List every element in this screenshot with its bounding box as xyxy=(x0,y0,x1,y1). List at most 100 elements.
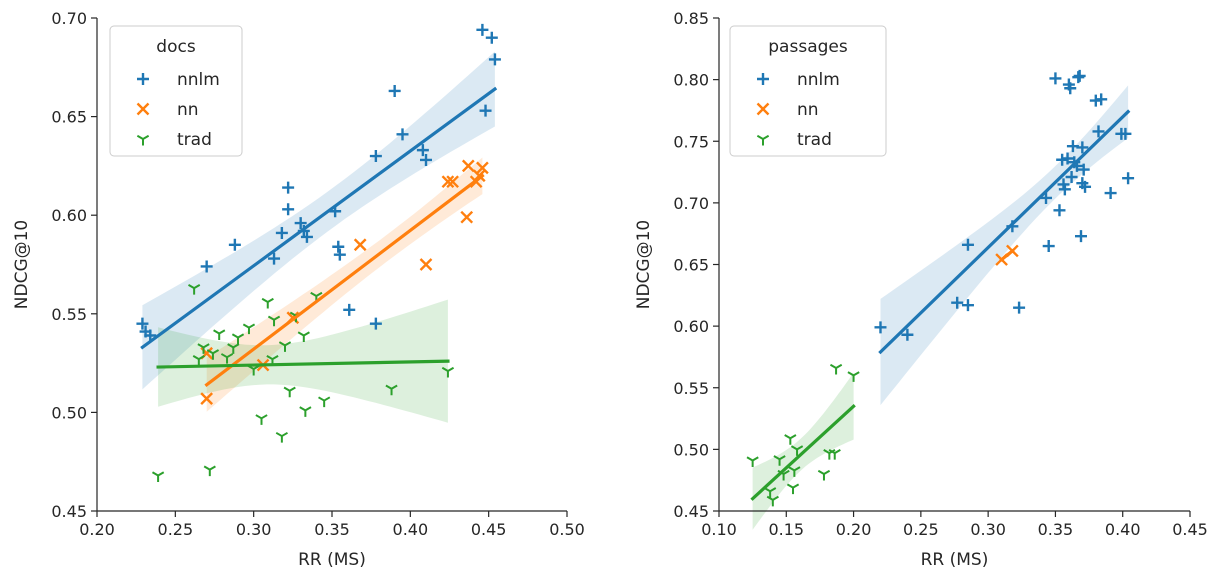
legend-title: passages xyxy=(768,37,848,57)
data-point-nnlm xyxy=(1095,93,1108,106)
data-point-nnlm xyxy=(1065,170,1078,183)
data-point-nnlm xyxy=(343,303,356,316)
data-point-nnlm xyxy=(369,317,382,330)
y-tick-label: 0.70 xyxy=(673,194,709,213)
data-point-nnlm xyxy=(1013,301,1026,314)
data-point-nnlm xyxy=(1049,72,1062,85)
data-point-nnlm xyxy=(1077,163,1090,176)
y-tick-label: 0.50 xyxy=(51,403,87,422)
regression-line-trad xyxy=(156,359,450,369)
data-point-nnlm xyxy=(200,260,213,273)
data-point-trad xyxy=(773,455,786,466)
data-point-nnlm xyxy=(369,150,382,163)
y-tick-label: 0.85 xyxy=(673,9,709,28)
data-point-nn xyxy=(353,238,367,252)
x-tick-label: 0.45 xyxy=(1172,520,1208,539)
data-point-trad xyxy=(203,465,216,477)
regression-line-nnlm xyxy=(140,86,498,350)
regression-line-trad xyxy=(750,403,856,501)
data-point-trad xyxy=(297,331,310,342)
y-tick-label: 0.55 xyxy=(51,305,87,324)
x-tick-label: 0.15 xyxy=(768,520,804,539)
x-tick-label: 0.25 xyxy=(903,520,939,539)
legend-marker-trad xyxy=(756,134,770,146)
x-tick-label: 0.20 xyxy=(79,520,115,539)
data-point-nnlm xyxy=(1079,180,1092,193)
y-axis-label: NDCG@10 xyxy=(634,220,654,309)
data-point-nnlm xyxy=(282,181,295,194)
legend-title: docs xyxy=(156,37,196,57)
data-point-nnlm xyxy=(485,31,498,44)
data-point-nn xyxy=(419,258,433,271)
y-tick-label: 0.65 xyxy=(51,108,87,127)
legend-frame xyxy=(109,25,243,157)
y-tick-label: 0.60 xyxy=(673,317,709,336)
x-tick-label: 0.45 xyxy=(471,520,507,539)
legend: passages nnlm nn trad xyxy=(729,25,887,157)
confidence-band-nnlm xyxy=(880,85,1129,406)
data-point-trad xyxy=(786,483,800,495)
x-axis-label: RR (MS) xyxy=(298,550,366,570)
data-point-nnlm xyxy=(136,317,149,330)
data-point-nnlm xyxy=(282,203,295,216)
data-point-trad xyxy=(220,353,234,364)
data-point-nnlm xyxy=(1053,204,1066,217)
data-point-trad xyxy=(788,466,801,477)
data-point-nnlm xyxy=(1075,230,1087,243)
data-point-nnlm xyxy=(228,238,241,251)
data-point-trad xyxy=(784,434,797,445)
data-point-nnlm xyxy=(1073,69,1086,82)
data-point-nnlm xyxy=(294,217,307,230)
data-point-trad xyxy=(192,355,205,366)
data-point-nnlm xyxy=(1064,82,1077,95)
data-point-nnlm xyxy=(1056,153,1069,166)
confidence-band-nn xyxy=(206,157,483,412)
legend-marker-nn xyxy=(136,102,150,116)
data-point-nnlm xyxy=(1072,71,1085,84)
data-point-nnlm xyxy=(332,240,345,253)
confidence-band-trad xyxy=(158,299,448,423)
data-point-nnlm xyxy=(479,104,492,117)
regression-line-nnlm xyxy=(878,109,1131,355)
data-point-trad xyxy=(766,495,779,507)
legend-label-nn: nn xyxy=(797,100,819,120)
data-point-nnlm xyxy=(961,238,974,251)
data-point-nnlm xyxy=(1122,172,1135,185)
x-tick-label: 0.25 xyxy=(158,520,194,539)
y-tick-label: 0.80 xyxy=(673,71,709,90)
x-tick-label: 0.10 xyxy=(701,520,737,539)
y-tick-label: 0.50 xyxy=(673,440,709,459)
data-point-nn xyxy=(200,392,214,405)
legend-marker-nnlm xyxy=(137,73,149,85)
data-point-nnlm xyxy=(476,23,489,36)
y-tick-label: 0.60 xyxy=(51,206,87,225)
data-point-trad xyxy=(267,315,281,327)
data-point-nn xyxy=(446,175,459,189)
data-point-nnlm xyxy=(874,321,887,334)
data-point-trad xyxy=(231,333,245,344)
data-point-trad xyxy=(746,456,759,467)
data-point-nnlm xyxy=(1104,187,1117,200)
data-point-nnlm xyxy=(1092,125,1105,138)
regression-line-nn xyxy=(999,248,1015,262)
y-tick-label: 0.65 xyxy=(673,256,709,275)
data-point-trad xyxy=(829,363,843,375)
legend-label-trad: trad xyxy=(177,130,212,150)
data-point-nnlm xyxy=(416,144,429,157)
data-point-trad xyxy=(261,297,274,309)
data-point-nnlm xyxy=(1040,191,1053,204)
x-axis-label: RR (MS) xyxy=(921,550,989,570)
data-point-trad xyxy=(299,406,312,417)
y-tick-label: 0.45 xyxy=(673,502,709,521)
x-tick-label: 0.30 xyxy=(236,520,272,539)
y-tick-label: 0.55 xyxy=(673,379,709,398)
data-point-nnlm xyxy=(300,230,313,243)
data-point-trad xyxy=(283,386,296,398)
data-point-nnlm xyxy=(488,53,501,66)
y-tick-label: 0.45 xyxy=(51,502,87,521)
x-tick-label: 0.30 xyxy=(970,520,1006,539)
plot-panel-1: 0.20 0.25 0.30 0.35 0.40 0.45 0.50 0.45 0.50 0.55… xyxy=(12,9,585,570)
y-axis-label: NDCG@10 xyxy=(12,220,32,309)
data-point-nnlm xyxy=(1061,152,1074,165)
